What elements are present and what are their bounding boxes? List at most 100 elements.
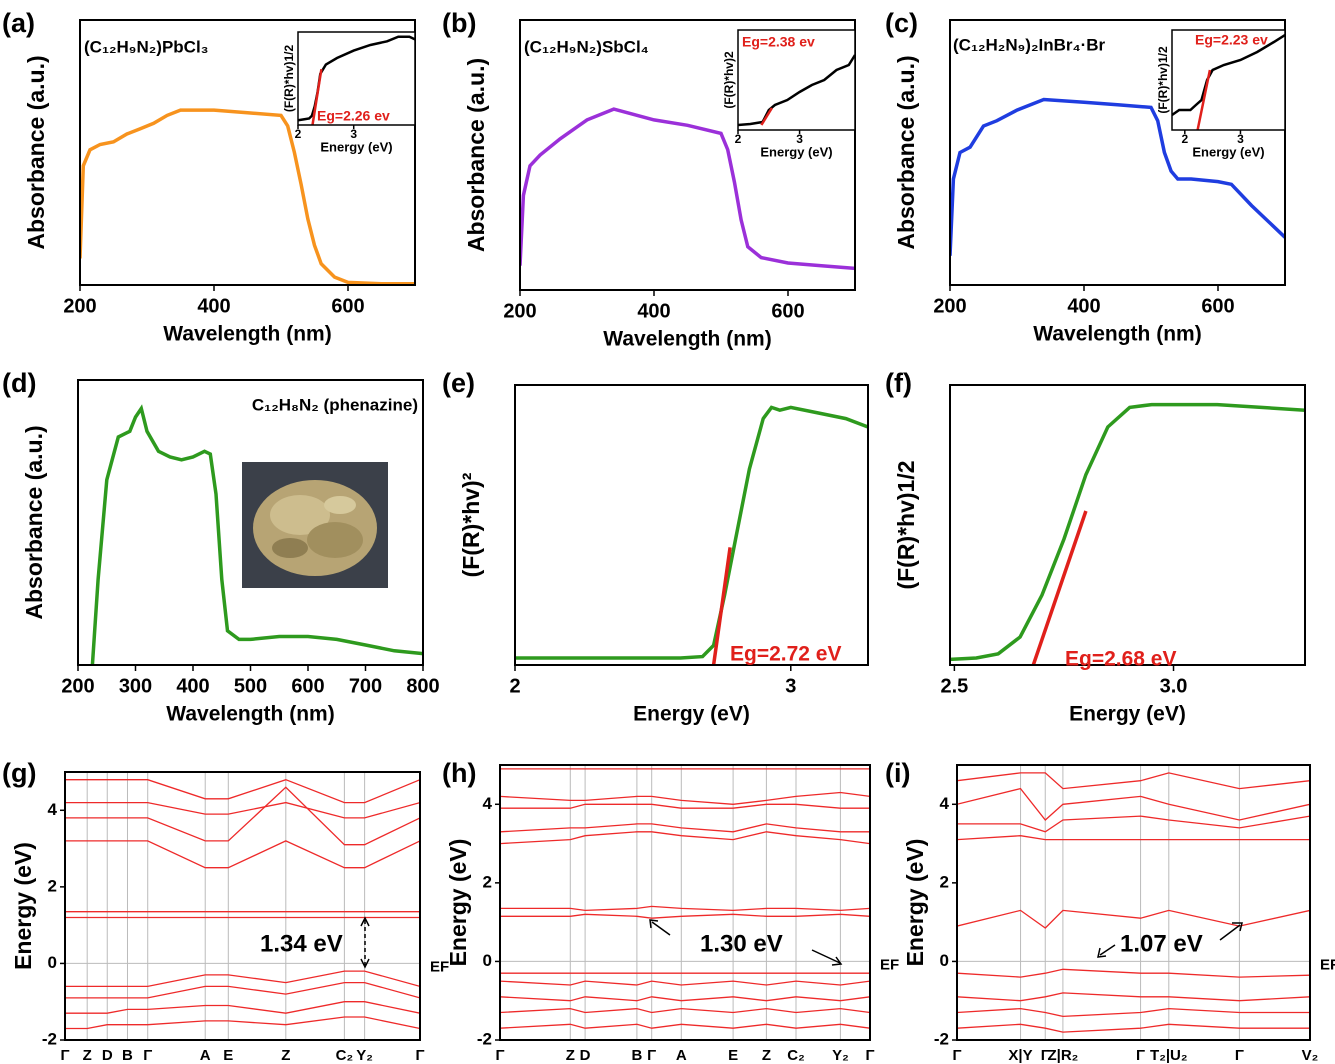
x-tick-label: 3 — [350, 127, 357, 141]
panel-label: (e) — [442, 368, 475, 398]
x-tick-label: C₂ — [336, 1047, 354, 1064]
arrows — [360, 916, 1243, 969]
x-tick-label: 600 — [771, 300, 804, 322]
plot-frame — [1171, 29, 1286, 131]
y-tick-label: 0 — [940, 951, 949, 970]
x-tick-label: 700 — [349, 675, 382, 697]
curve — [711, 547, 732, 665]
plot-frame — [519, 19, 856, 291]
x-tick-label: 200 — [503, 300, 536, 322]
inset-background — [738, 30, 855, 130]
x-tick-label: 400 — [637, 300, 670, 322]
annotation: 1.07 eV — [1120, 930, 1203, 957]
band — [500, 1007, 870, 1014]
y-tick-label: -2 — [934, 1029, 949, 1048]
curve — [1031, 510, 1088, 665]
x-axis-label: Wavelength (nm) — [603, 328, 771, 351]
x-tick-label: 2 — [295, 127, 302, 141]
x-tick-label: 2 — [735, 132, 742, 146]
annotation: 1.34 eV — [260, 930, 343, 957]
y-tick-label: 4 — [483, 794, 493, 813]
x-axis-label: Energy (eV) — [1192, 144, 1264, 159]
x-axis-label: Wavelength (nm) — [166, 703, 334, 726]
y-tick-label: -2 — [42, 1029, 57, 1048]
band — [500, 823, 870, 833]
x-tick-label: Γ — [647, 1047, 656, 1064]
plot-frame — [297, 31, 416, 126]
curve — [311, 69, 323, 125]
x-axis-label: Wavelength (nm) — [1033, 323, 1201, 346]
x-tick-label: Γ — [1136, 1047, 1145, 1064]
band — [957, 772, 1310, 790]
annotation: 1.30 eV — [700, 930, 783, 957]
x-tick-label: Z — [762, 1047, 771, 1064]
x-tick-label: 300 — [119, 675, 152, 697]
annotation: Eg=2.68 eV — [1065, 648, 1177, 671]
y-tick-label: 4 — [48, 800, 58, 819]
x-tick-label: C₂ — [787, 1047, 805, 1064]
y-tick-label: 0 — [48, 953, 57, 972]
plot-frame — [949, 384, 1306, 666]
x-axis-label: Energy (eV) — [1069, 703, 1186, 726]
band — [500, 791, 870, 805]
y-axis-label: Energy (eV) — [10, 842, 36, 970]
panel-label: (h) — [442, 758, 476, 788]
annotation: Eg=2.23 ev — [1195, 32, 1268, 48]
x-tick-label: 2 — [1181, 132, 1188, 146]
annotation: Eg=2.26 ev — [317, 108, 390, 124]
chart-title: (C₁₂H₂N₉)₂InBr₄·Br — [953, 35, 1106, 54]
y-axis-label: Energy (eV) — [445, 839, 471, 967]
plot-frame — [514, 384, 869, 666]
band — [65, 840, 420, 869]
panel-label: (b) — [442, 8, 476, 38]
y-axis-label: Absorbance (a.u.) — [463, 58, 489, 252]
y-tick-label: 2 — [48, 876, 57, 895]
band — [500, 905, 870, 912]
y-axis-label: (F(R)*hv)² — [458, 472, 484, 577]
x-tick-label: D — [580, 1047, 591, 1064]
band — [957, 968, 1310, 978]
plot-frame — [956, 764, 1311, 1041]
panel: 2.5 3.0 Energy (eV) (F(R)*hv)1/2 (f) Eg=2.68 … — [885, 368, 1306, 726]
plot-frame — [77, 379, 424, 666]
x-tick-label: 600 — [291, 675, 324, 697]
curve — [738, 54, 855, 127]
x-tick-label: 600 — [1201, 295, 1234, 317]
curve — [950, 97, 1285, 256]
band — [500, 1023, 870, 1029]
x-tick-label: 2.5 — [940, 675, 968, 697]
plot-frame — [79, 19, 416, 286]
x-tick-label: 3 — [1237, 132, 1244, 146]
curve — [950, 402, 1305, 662]
panel: 2 3 Energy (eV) (F(R)*hv)² (e) Eg=2.72 eV — [442, 368, 869, 726]
band — [500, 980, 870, 986]
y-tick-label: 2 — [483, 872, 492, 891]
sample-photo — [242, 462, 388, 588]
panel-label: (a) — [2, 8, 35, 38]
chart-title: C₁₂H₈N₂ (phenazine) — [252, 395, 418, 414]
x-tick-label: 200 — [63, 295, 96, 317]
x-tick-label: E — [223, 1047, 233, 1064]
curve — [298, 35, 415, 122]
x-tick-label: 3.0 — [1160, 675, 1188, 697]
panel-label: (g) — [2, 758, 36, 788]
curve — [90, 404, 423, 665]
x-tick-label: Z|R₂ — [1047, 1047, 1078, 1064]
band — [65, 786, 420, 846]
band — [500, 831, 870, 845]
y-tick-label: -2 — [477, 1029, 492, 1048]
x-tick-label: 500 — [234, 675, 267, 697]
y-tick-label: 0 — [483, 951, 492, 970]
x-tick-label: Γ — [865, 1047, 874, 1064]
band — [957, 787, 1310, 821]
x-tick-label: V₂ — [1302, 1047, 1319, 1064]
